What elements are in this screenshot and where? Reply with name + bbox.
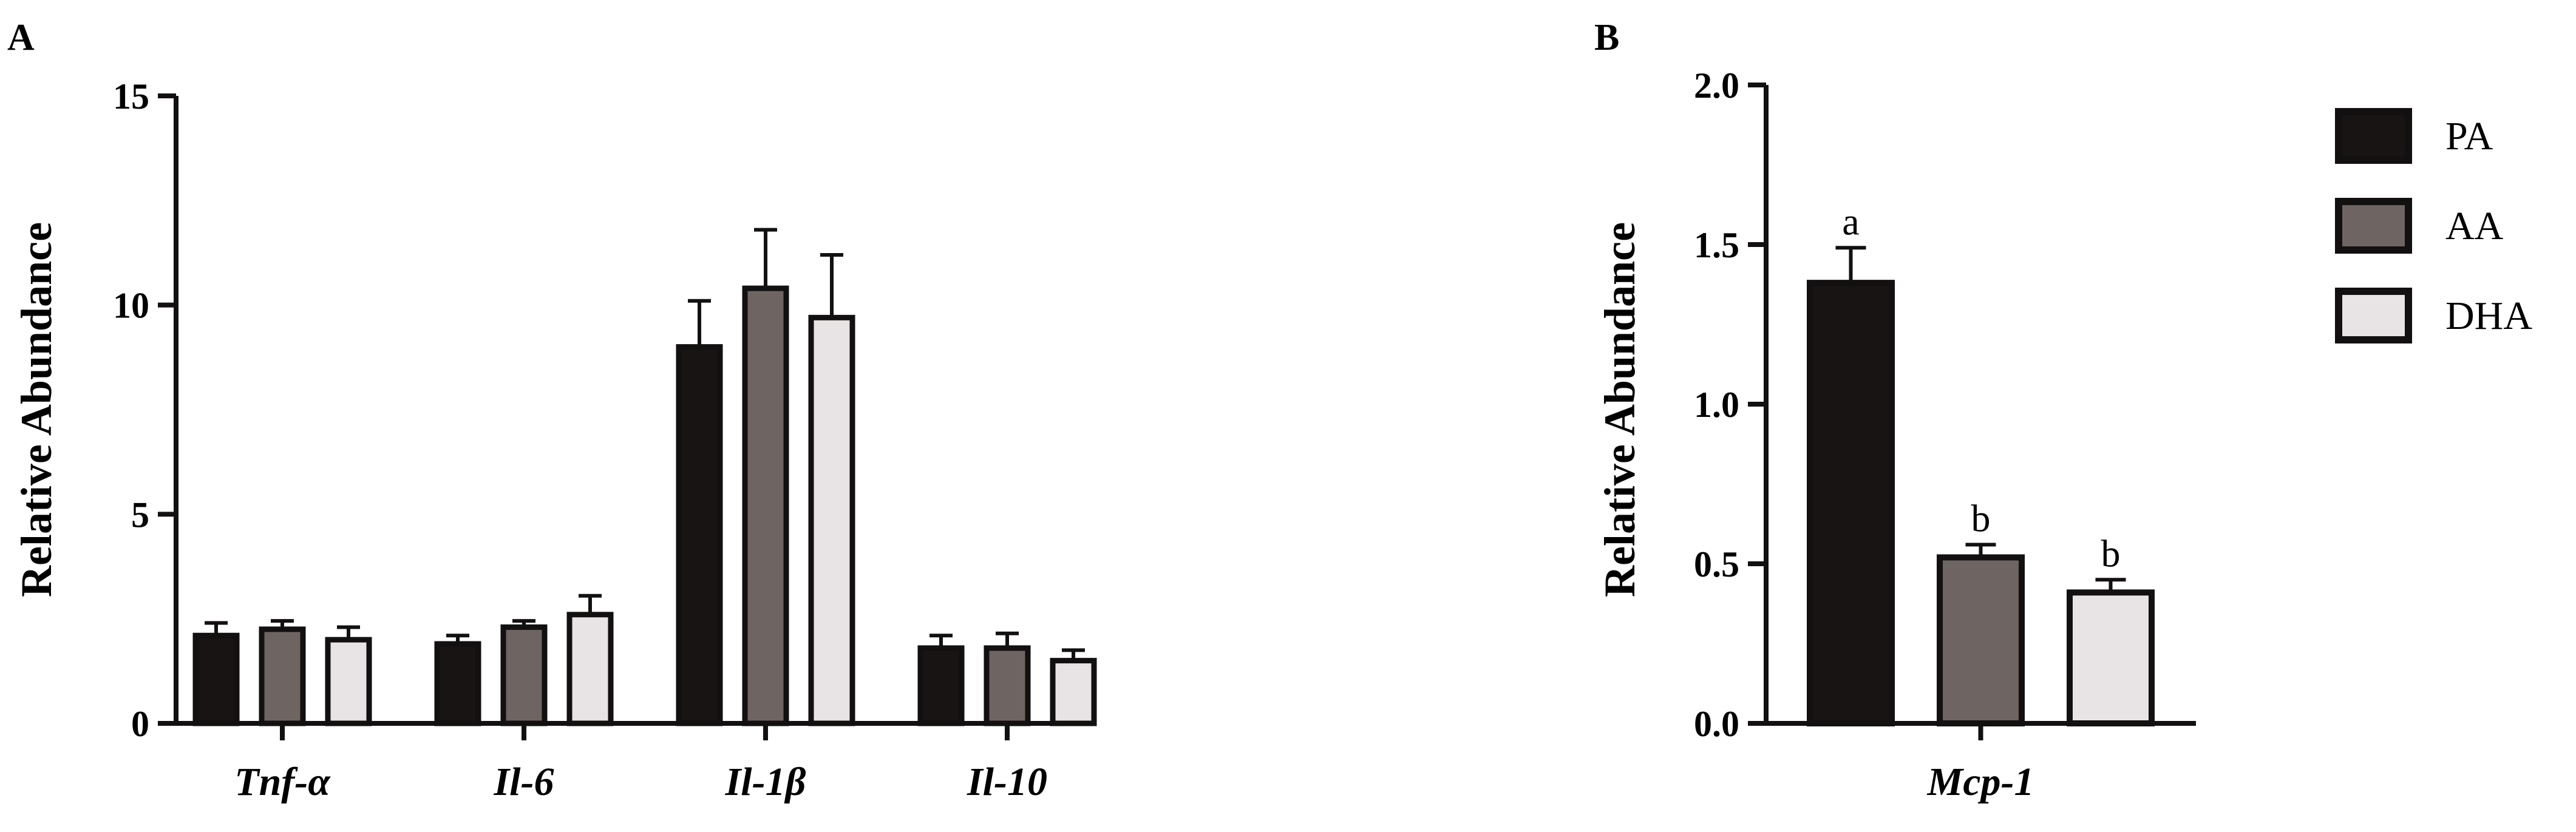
x-category-label: Il-6 xyxy=(494,760,554,804)
legend-label-aa: AA xyxy=(2445,204,2504,248)
panel-b-chart: B Relative Abundance a b b 0.0 0.5 1.0 1.5 2.0… xyxy=(1594,17,2196,804)
bar-dha-2 xyxy=(808,314,855,726)
bar-pa-0 xyxy=(1807,280,1895,726)
x-category-label: Il-1β xyxy=(725,760,806,804)
bar-aa-0 xyxy=(259,626,306,726)
legend-swatch-dha xyxy=(2335,288,2412,343)
panel-b-y-axis-title: Relative Abundance xyxy=(1596,222,1644,597)
bar-dha-1 xyxy=(566,612,614,726)
x-category-label: Tnf-α xyxy=(234,760,331,804)
legend-swatch-pa xyxy=(2335,108,2412,164)
significance-label: b xyxy=(1971,496,1991,539)
bar-pa-2 xyxy=(676,344,723,726)
x-category-label: Mcp-1 xyxy=(1927,760,2034,804)
bar-dha-3 xyxy=(1050,658,1097,726)
y-tick-label: 0 xyxy=(131,704,149,744)
bar-pa-0 xyxy=(192,632,240,726)
bar-pa-1 xyxy=(434,641,481,726)
legend: PA AA DHA xyxy=(2335,108,2532,343)
y-tick-label: 10 xyxy=(113,286,149,326)
bar-aa-0 xyxy=(1937,554,2025,726)
bar-pa-3 xyxy=(917,645,965,726)
y-tick-label: 5 xyxy=(131,495,149,535)
bar-aa-1 xyxy=(500,624,548,726)
bar-dha-0 xyxy=(2067,589,2155,727)
panel-a-label: A xyxy=(7,17,35,58)
legend-label-dha: DHA xyxy=(2445,294,2532,338)
panel-a-chart: A Relative Abundance 0 5 10 15 Tnf-α Il-6 Il-… xyxy=(7,17,1097,804)
y-tick-label: 15 xyxy=(113,76,149,117)
y-tick-label: 2.0 xyxy=(1694,66,1739,106)
y-tick-label: 1.0 xyxy=(1694,385,1739,425)
y-tick-label: 0.0 xyxy=(1694,704,1739,744)
legend-label-pa: PA xyxy=(2445,114,2493,158)
bar-aa-2 xyxy=(742,285,789,726)
legend-swatch-aa xyxy=(2335,198,2412,254)
y-tick-label: 0.5 xyxy=(1694,544,1739,584)
panel-b-label: B xyxy=(1594,17,1619,58)
panel-a-y-axis-title: Relative Abundance xyxy=(12,222,61,597)
significance-label: b xyxy=(2101,532,2121,575)
x-category-label: Il-10 xyxy=(967,760,1047,804)
bar-dha-0 xyxy=(325,637,372,726)
bar-aa-3 xyxy=(984,645,1031,726)
significance-label: a xyxy=(1842,200,1859,243)
y-tick-label: 1.5 xyxy=(1694,225,1739,265)
